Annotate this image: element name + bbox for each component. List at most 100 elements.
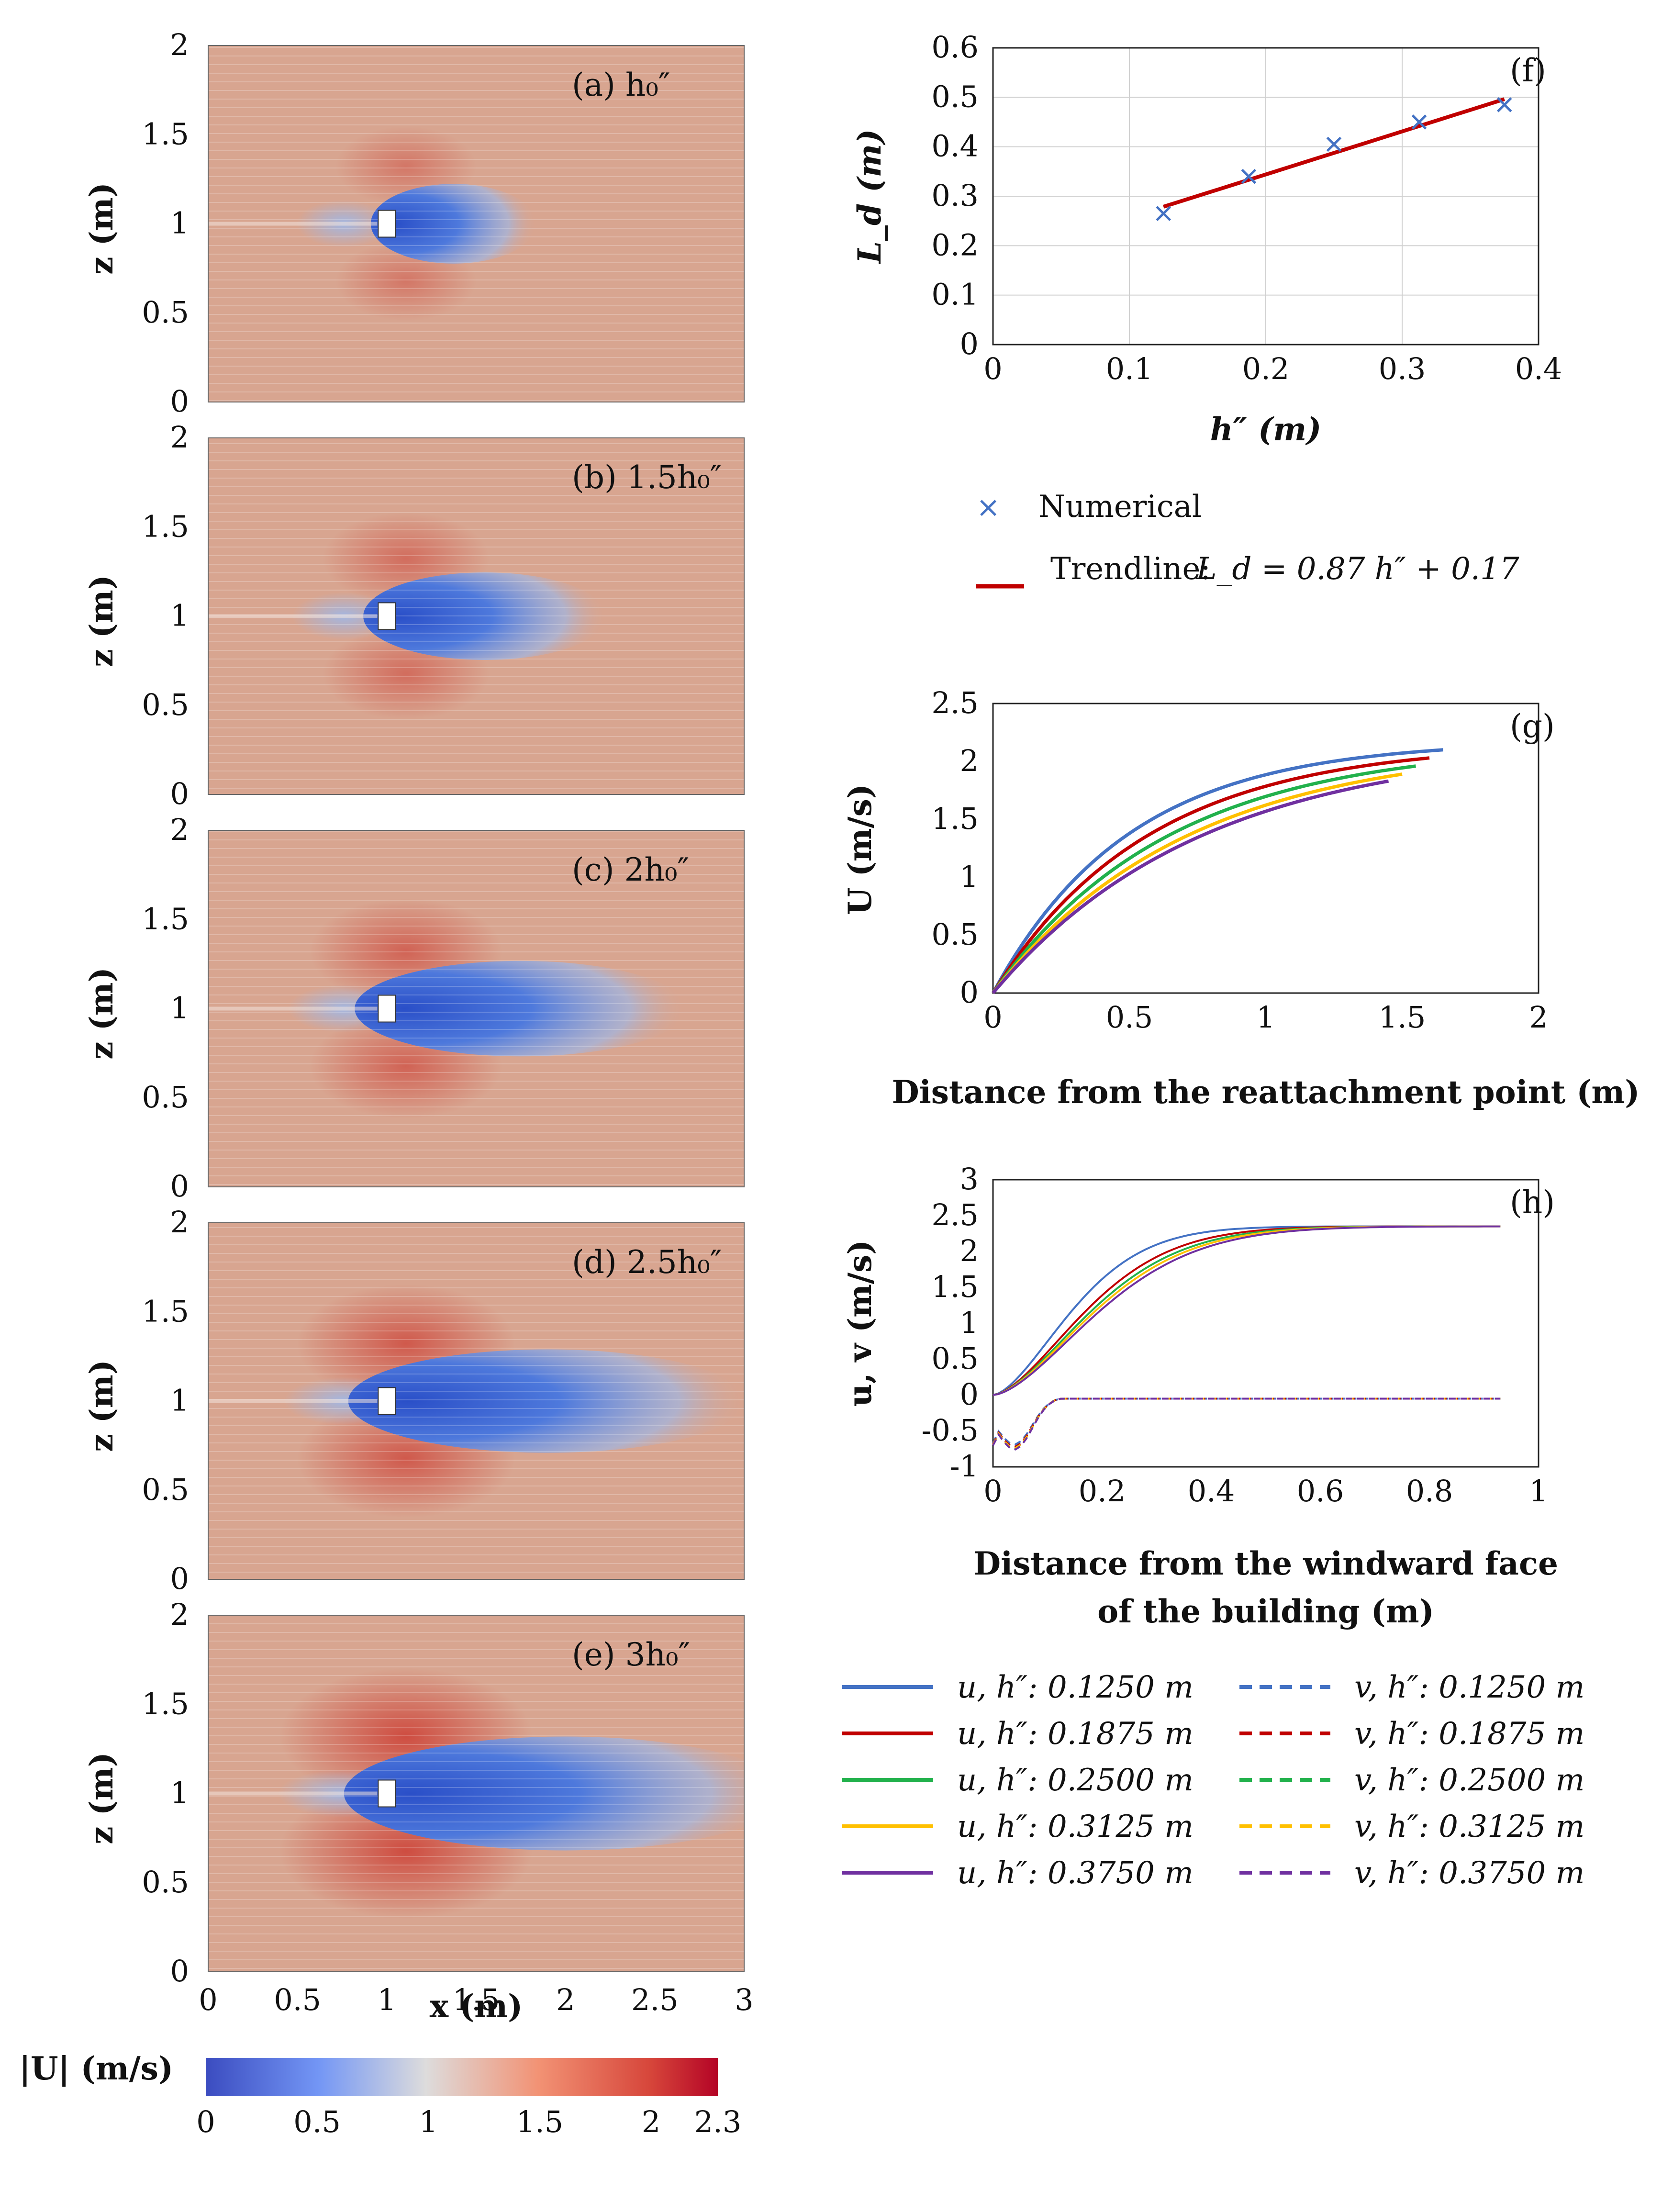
- panel-label: (f): [1510, 52, 1546, 89]
- y-tick-label: 2: [170, 1597, 189, 1632]
- x-axis-label: Distance from the reattachment point (m): [892, 1073, 1640, 1111]
- x-axis-label-line1: Distance from the windward face: [973, 1545, 1558, 1582]
- y-tick-label: -1: [950, 1449, 979, 1484]
- building-block: [378, 994, 396, 1023]
- y-tick-label: 0: [170, 384, 189, 419]
- data-point-numerical: [1326, 136, 1342, 152]
- panel-label: (g): [1510, 708, 1555, 745]
- x-tick-label: 0.6: [1297, 1474, 1344, 1508]
- x-tick-label: 0.3: [1379, 351, 1426, 386]
- legend-u-label-5: u, h″: 0.3750 m: [957, 1855, 1194, 1891]
- flow-panel-e: (e) 3h₀″ 0 0.5 1 1.5 2 z (m) 0 0.5 1 1.5 2 2.5 3: [83, 1597, 754, 2017]
- x-tick-label: 1.5: [453, 1982, 500, 2017]
- building-block: [378, 602, 396, 630]
- chart-f: 0 0.1 0.2 0.3 0.4 0 0.1 0.2 0.3 0.4 0.5 0.6 (f) h″ (m…: [851, 30, 1562, 448]
- x-axis-label: h″ (m): [1210, 411, 1322, 448]
- plot-frame: [992, 47, 1539, 346]
- y-tick-label: 1.5: [142, 1686, 189, 1721]
- v-series-line-4: [992, 1397, 1501, 1449]
- y-tick-label: 1: [170, 1776, 189, 1810]
- y-tick-label: 1.5: [142, 901, 189, 936]
- flow-field: [208, 1615, 744, 1972]
- y-tick-label: 1: [170, 598, 189, 633]
- panel-frame: [208, 1615, 745, 1972]
- panel-label: (h): [1510, 1184, 1555, 1221]
- data-point-numerical: [1411, 114, 1427, 130]
- streamlines: [208, 1223, 744, 1579]
- y-tick-label: 1.5: [142, 509, 189, 544]
- x-tick-label: 0.2: [1079, 1474, 1126, 1508]
- data-point-numerical: [1156, 206, 1171, 221]
- x-tick-label: 1: [378, 1982, 396, 2017]
- x-tick-label: 2: [556, 1982, 575, 2017]
- y-tick-label: 2.5: [931, 1197, 979, 1232]
- x-tick-label: 0: [983, 1000, 1002, 1035]
- x-tick-label: 0: [199, 1982, 217, 2017]
- legend-v-label-5: v, h″: 0.3750 m: [1354, 1855, 1584, 1891]
- y-tick-label: 2: [170, 420, 189, 455]
- chart-h: 0 0.2 0.4 0.6 0.8 1-1-0.500.511.522.53(h)Dist…: [841, 1162, 1558, 1630]
- legend-f-trendline-label: Trendline:: [1050, 551, 1211, 587]
- y-tick-label: 0: [170, 1561, 189, 1596]
- y-tick-label: 1: [170, 991, 189, 1026]
- y-tick-label: 2: [170, 1205, 189, 1240]
- x-tick-label: 0.5: [274, 1982, 321, 2017]
- colorbar-gradient: [206, 2058, 718, 2096]
- y-axis-label: z (m): [83, 575, 120, 667]
- y-tick-label: 0.4: [931, 129, 979, 164]
- legend-u-label-3: u, h″: 0.2500 m: [957, 1763, 1194, 1798]
- y-tick-label: 0: [170, 1954, 189, 1989]
- panel-frame: [208, 830, 745, 1187]
- panel-frame: [208, 45, 745, 402]
- y-tick-label: 2: [170, 812, 189, 847]
- panel-label: (b) 1.5h₀″: [572, 459, 722, 496]
- y-tick-label: 0: [960, 326, 979, 361]
- legend-v-label-1: v, h″: 0.1250 m: [1354, 1670, 1584, 1705]
- building-block: [378, 210, 396, 238]
- y-tick-label: 0: [960, 975, 979, 1010]
- y-tick-label: 0.5: [142, 1472, 189, 1507]
- legend-u-label-4: u, h″: 0.3125 m: [957, 1809, 1194, 1844]
- y-tick-label: -0.5: [921, 1413, 979, 1448]
- y-tick-label: 1: [960, 859, 979, 894]
- series-line-5: [992, 779, 1389, 994]
- panel-label: (c) 2h₀″: [572, 851, 689, 888]
- y-tick-label: 0.5: [931, 917, 979, 952]
- y-axis-label: u, v (m/s): [841, 1240, 879, 1407]
- colorbar-tick-label: 2.3: [694, 2104, 742, 2139]
- x-tick-label: 0.4: [1188, 1474, 1235, 1508]
- colorbar-tick-label: 1: [419, 2104, 437, 2139]
- y-tick-label: 0.6: [931, 30, 979, 65]
- x-tick-label: 0: [983, 1474, 1002, 1508]
- y-tick-label: 1: [960, 1305, 979, 1340]
- flow-x-axis-label: x (m): [430, 1988, 523, 2025]
- y-tick-label: 2: [170, 27, 189, 62]
- flow-panel-d: (d) 2.5h₀″ 0 0.5 1 1.5 2 z (m): [83, 1205, 745, 1596]
- x-tick-label: 0.1: [1106, 351, 1153, 386]
- y-tick-label: 0.5: [931, 79, 979, 114]
- legend-v-label-2: v, h″: 0.1875 m: [1354, 1716, 1584, 1752]
- series-line-4: [992, 772, 1403, 994]
- data-point-numerical: [1241, 168, 1257, 184]
- flow-field: [208, 45, 744, 402]
- colorbar-tick-label: 1.5: [516, 2104, 564, 2139]
- panel-frame: [208, 437, 745, 795]
- y-tick-label: 1.5: [142, 1294, 189, 1329]
- x-tick-label: 2: [1529, 1000, 1548, 1035]
- v-series-line-2: [992, 1397, 1501, 1448]
- y-axis-label: z (m): [83, 1752, 120, 1844]
- streamlines: [208, 1615, 744, 1972]
- series-line-3: [992, 764, 1416, 994]
- y-axis-label: U (m/s): [841, 784, 879, 915]
- x-axis-label-line2: of the building (m): [1097, 1593, 1434, 1630]
- panel-label: (d) 2.5h₀″: [572, 1244, 722, 1281]
- streamlines: [208, 45, 744, 402]
- y-tick-label: 0.1: [931, 277, 979, 312]
- y-tick-label: 2: [960, 743, 979, 778]
- x-tick-label: 1: [1529, 1474, 1548, 1508]
- series-line-2: [992, 756, 1430, 994]
- data-point-numerical: [1496, 97, 1512, 112]
- x-tick-label: 2.5: [631, 1982, 679, 2017]
- y-axis-label: z (m): [83, 1360, 120, 1452]
